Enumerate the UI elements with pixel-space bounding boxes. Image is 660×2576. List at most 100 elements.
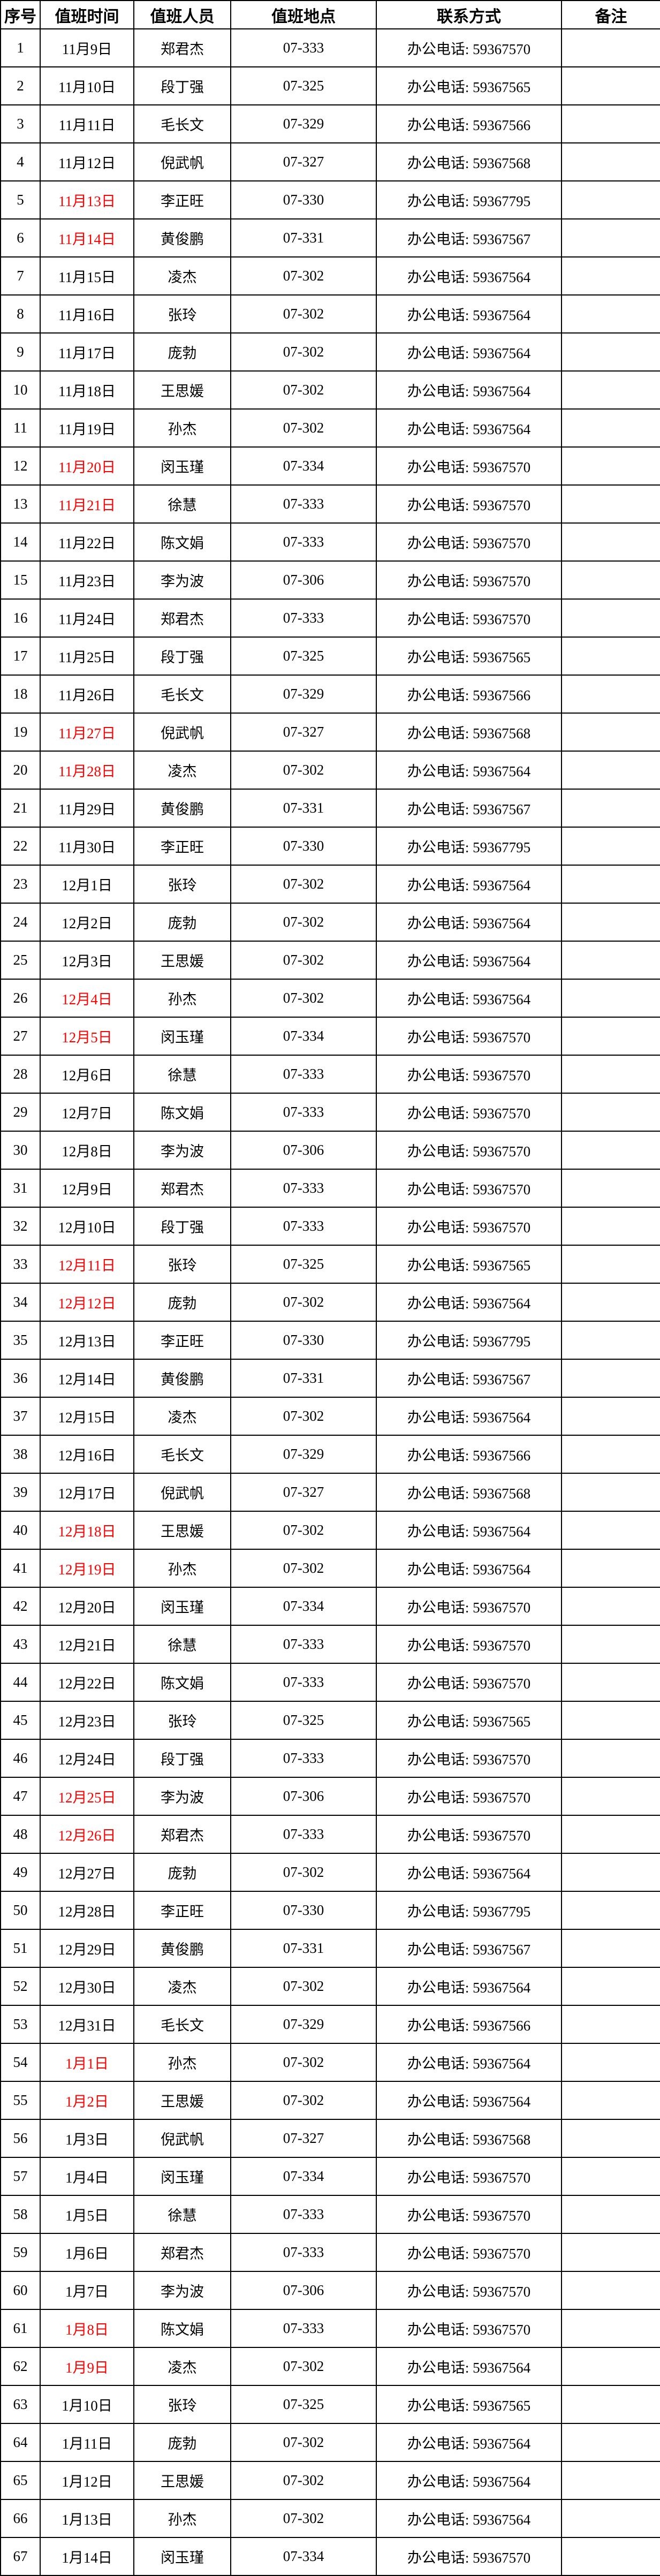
cell-name: 徐慧 <box>133 1625 231 1664</box>
cell-date: 11月18日 <box>40 370 134 410</box>
cell-name: 段丁强 <box>133 637 231 676</box>
cell-index: 14 <box>0 522 41 562</box>
cell-location: 07-333 <box>230 2309 377 2348</box>
table-row: 49 12月27日 庞勃 07-302 办公电话: 59367564 <box>0 1853 660 1892</box>
cell-contact: 办公电话: 59367564 <box>376 256 562 296</box>
cell-location: 07-331 <box>230 789 377 828</box>
cell-name: 陈文娟 <box>133 522 231 562</box>
cell-note <box>561 1549 660 1588</box>
cell-date: 12月4日 <box>40 979 134 1018</box>
cell-contact: 办公电话: 59367564 <box>376 2461 562 2500</box>
cell-location: 07-333 <box>230 2195 377 2234</box>
table-row: 62 1月9日 凌杰 07-302 办公电话: 59367564 <box>0 2347 660 2386</box>
cell-name: 庞勃 <box>133 1283 231 1322</box>
cell-note <box>561 1701 660 1740</box>
cell-location: 07-306 <box>230 2271 377 2310</box>
table-row: 14 11月22日 陈文娟 07-333 办公电话: 59367570 <box>0 522 660 562</box>
cell-note <box>561 713 660 752</box>
cell-date: 11月26日 <box>40 675 134 714</box>
cell-location: 07-302 <box>230 903 377 942</box>
cell-date: 12月21日 <box>40 1625 134 1664</box>
cell-note <box>561 1473 660 1512</box>
cell-contact: 办公电话: 59367564 <box>376 1549 562 1588</box>
cell-contact: 办公电话: 59367568 <box>376 142 562 181</box>
cell-name: 庞勃 <box>133 903 231 942</box>
cell-date: 1月1日 <box>40 2043 134 2082</box>
cell-date: 12月2日 <box>40 903 134 942</box>
cell-location: 07-333 <box>230 1815 377 1854</box>
cell-date: 12月5日 <box>40 1017 134 1056</box>
cell-index: 61 <box>0 2309 41 2348</box>
col-header-date: 值班时间 <box>40 0 134 29</box>
cell-location: 07-334 <box>230 2157 377 2196</box>
cell-contact: 办公电话: 59367570 <box>376 1017 562 1056</box>
cell-date: 12月3日 <box>40 941 134 980</box>
cell-name: 毛长文 <box>133 104 231 143</box>
cell-note <box>561 2119 660 2158</box>
cell-date: 12月11日 <box>40 1245 134 1284</box>
cell-contact: 办公电话: 59367570 <box>376 1207 562 1246</box>
cell-contact: 办公电话: 59367568 <box>376 2119 562 2158</box>
table-row: 17 11月25日 段丁强 07-325 办公电话: 59367565 <box>0 637 660 676</box>
cell-location: 07-302 <box>230 1853 377 1892</box>
cell-location: 07-325 <box>230 637 377 676</box>
cell-index: 40 <box>0 1511 41 1550</box>
cell-index: 8 <box>0 294 41 334</box>
cell-index: 32 <box>0 1207 41 1246</box>
cell-contact: 办公电话: 59367570 <box>376 1131 562 1170</box>
cell-name: 李正旺 <box>133 1321 231 1360</box>
cell-note <box>561 2499 660 2538</box>
cell-contact: 办公电话: 59367564 <box>376 1397 562 1436</box>
cell-contact: 办公电话: 59367570 <box>376 2271 562 2310</box>
cell-contact: 办公电话: 59367570 <box>376 2157 562 2196</box>
cell-location: 07-302 <box>230 370 377 410</box>
cell-name: 黄俊鹏 <box>133 789 231 828</box>
table-row: 50 12月28日 李正旺 07-330 办公电话: 59367795 <box>0 1891 660 1930</box>
cell-note <box>561 218 660 257</box>
cell-contact: 办公电话: 59367570 <box>376 522 562 562</box>
cell-note <box>561 104 660 143</box>
cell-location: 07-306 <box>230 560 377 600</box>
cell-contact: 办公电话: 59367564 <box>376 408 562 448</box>
cell-name: 毛长文 <box>133 2005 231 2044</box>
table-row: 7 11月15日 凌杰 07-302 办公电话: 59367564 <box>0 256 660 296</box>
cell-date: 12月20日 <box>40 1587 134 1626</box>
table-row: 56 1月3日 倪武帆 07-327 办公电话: 59367568 <box>0 2119 660 2158</box>
cell-location: 07-306 <box>230 1777 377 1816</box>
table-row: 51 12月29日 黄俊鹏 07-331 办公电话: 59367567 <box>0 1929 660 1968</box>
cell-location: 07-325 <box>230 66 377 105</box>
cell-name: 李为波 <box>133 1131 231 1170</box>
cell-contact: 办公电话: 59367795 <box>376 1891 562 1930</box>
table-row: 63 1月10日 张玲 07-325 办公电话: 59367565 <box>0 2385 660 2424</box>
cell-index: 10 <box>0 370 41 410</box>
cell-note <box>561 408 660 448</box>
cell-note <box>561 332 660 372</box>
cell-contact: 办公电话: 59367564 <box>376 1283 562 1322</box>
table-row: 6 11月14日 黄俊鹏 07-331 办公电话: 59367567 <box>0 218 660 257</box>
cell-note <box>561 2233 660 2272</box>
cell-date: 12月26日 <box>40 1815 134 1854</box>
cell-note <box>561 256 660 296</box>
cell-name: 凌杰 <box>133 751 231 790</box>
cell-name: 张玲 <box>133 294 231 334</box>
cell-date: 1月4日 <box>40 2157 134 2196</box>
cell-contact: 办公电话: 59367567 <box>376 1929 562 1968</box>
cell-location: 07-302 <box>230 865 377 904</box>
table-row: 22 11月30日 李正旺 07-330 办公电话: 59367795 <box>0 827 660 866</box>
cell-name: 张玲 <box>133 1701 231 1740</box>
cell-location: 07-302 <box>230 1967 377 2006</box>
table-row: 57 1月4日 闵玉瑾 07-334 办公电话: 59367570 <box>0 2157 660 2196</box>
table-row: 41 12月19日 孙杰 07-302 办公电话: 59367564 <box>0 1549 660 1588</box>
cell-date: 11月15日 <box>40 256 134 296</box>
cell-note <box>561 1169 660 1208</box>
cell-index: 39 <box>0 1473 41 1512</box>
cell-date: 1月2日 <box>40 2081 134 2120</box>
cell-note <box>561 2271 660 2310</box>
cell-date: 1月12日 <box>40 2461 134 2500</box>
table-row: 30 12月8日 李为波 07-306 办公电话: 59367570 <box>0 1131 660 1170</box>
cell-location: 07-333 <box>230 1207 377 1246</box>
cell-location: 07-333 <box>230 1739 377 1778</box>
cell-index: 29 <box>0 1093 41 1132</box>
cell-location: 07-331 <box>230 1359 377 1398</box>
